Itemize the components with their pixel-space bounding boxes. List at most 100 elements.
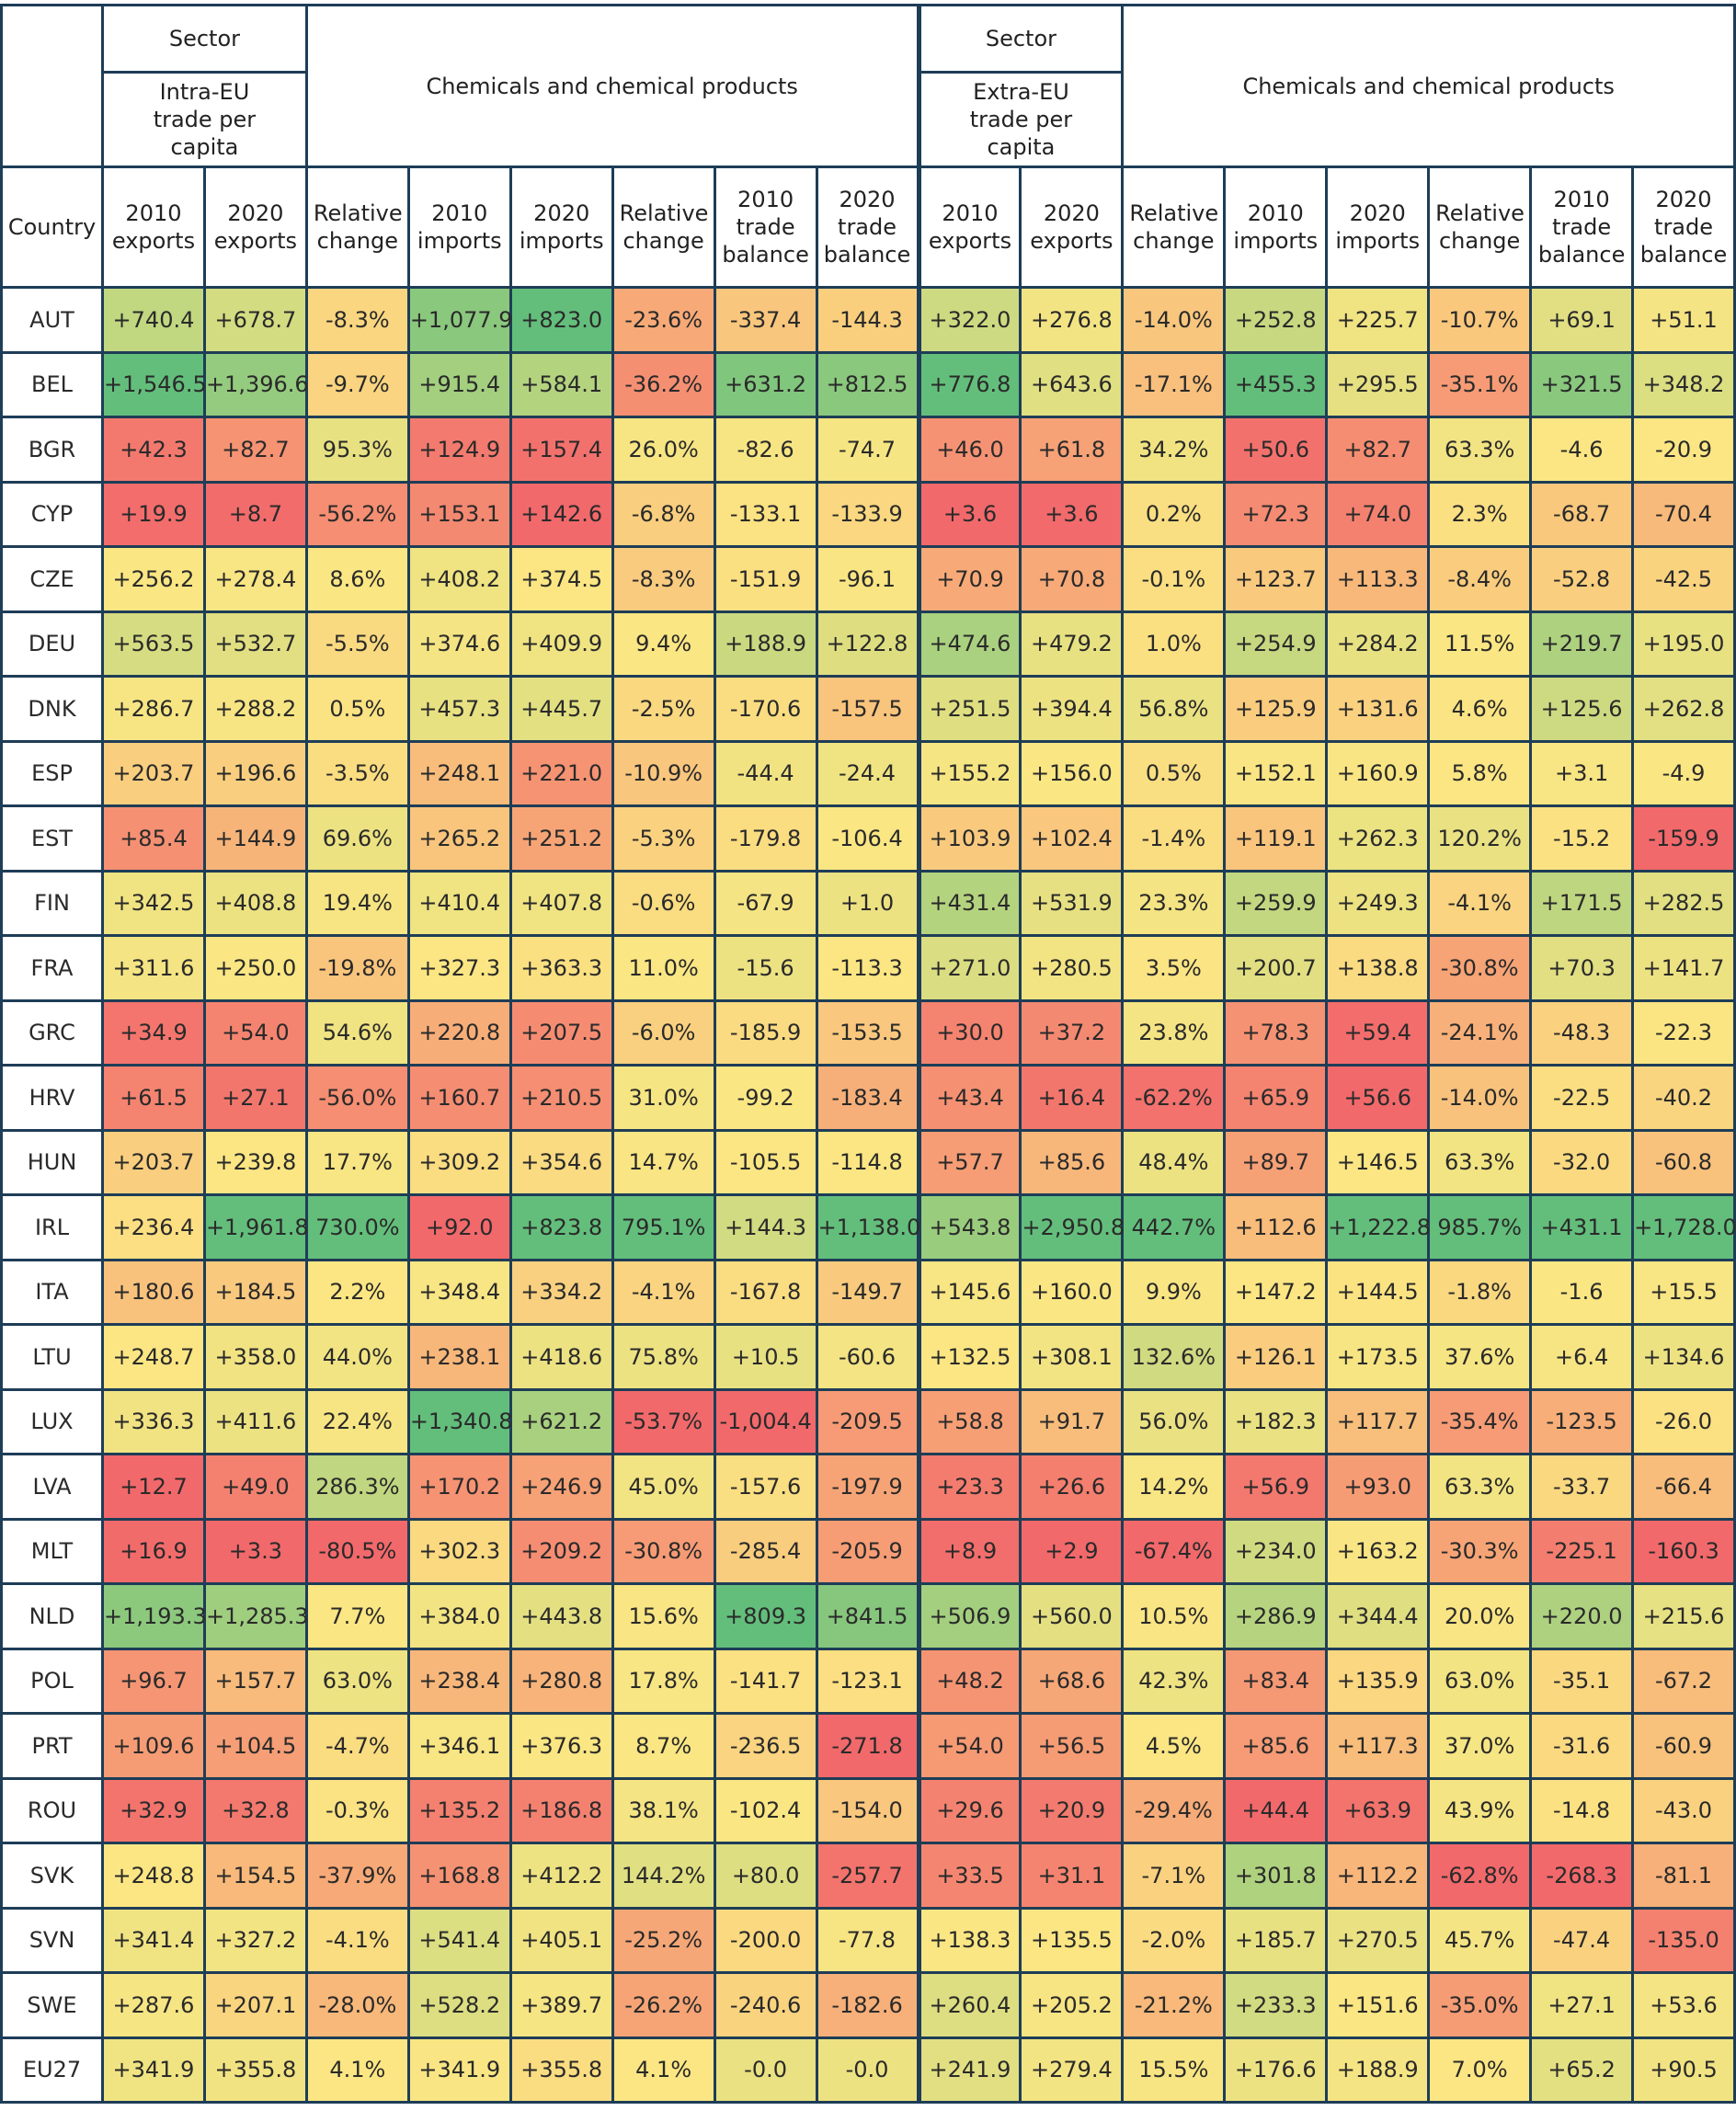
value-cell: -1.6 (1529, 1258, 1635, 1326)
table-row: BGR +42.3 +82.7 95.3% +124.9 +157.4 26.0% -82.6… (0, 416, 1736, 484)
extra-eu-label: Extra-EU trade per capita (916, 71, 1125, 168)
value-cell: -37.9% (304, 1842, 410, 1910)
table-row: EST +85.4 +144.9 69.6% +265.2 +251.2 -5.3% -179… (0, 804, 1736, 873)
value-cell: +188.9 (713, 610, 818, 678)
value-cell: +132.5 (916, 1323, 1022, 1391)
value-cell: +563.5 (101, 610, 206, 678)
value-cell: +282.5 (1631, 869, 1736, 937)
value-cell: -24.4 (815, 739, 920, 807)
value-cell: +207.5 (508, 998, 614, 1067)
value-cell: +85.4 (101, 804, 206, 873)
value-cell: -35.0% (1427, 1971, 1533, 2039)
value-cell: -14.0% (1121, 286, 1227, 354)
value-cell: +104.5 (202, 1712, 308, 1780)
value-cell: -25.2% (611, 1906, 716, 1974)
value-cell: +56.9 (1223, 1453, 1329, 1521)
value-cell: 442.7% (1121, 1193, 1227, 1261)
table-body: AUT +740.4 +678.7 -8.3% +1,077.9 +823.0 -23.6%… (0, 286, 1736, 2104)
value-cell: 22.4% (304, 1387, 410, 1455)
value-cell: +46.0 (916, 416, 1022, 484)
value-cell: 23.3% (1121, 869, 1227, 937)
value-cell: +443.8 (508, 1582, 614, 1650)
value-cell: -30.8% (611, 1517, 716, 1585)
table-row: GRC +34.9 +54.0 54.6% +220.8 +207.5 -6.0% -185.… (0, 998, 1736, 1067)
value-cell: -4.1% (1427, 869, 1533, 937)
value-cell: +239.8 (202, 1128, 308, 1196)
value-cell: -56.0% (304, 1064, 410, 1132)
value-cell: +138.3 (916, 1906, 1022, 1974)
value-cell: -60.6 (815, 1323, 920, 1391)
value-cell: +915.4 (406, 350, 512, 418)
value-cell: +560.0 (1019, 1582, 1125, 1650)
value-cell: +457.3 (406, 675, 512, 743)
value-cell: -62.2% (1121, 1064, 1227, 1132)
value-cell: -30.8% (1427, 934, 1533, 1002)
value-cell: +411.6 (202, 1387, 308, 1455)
value-cell: -8.3% (304, 286, 410, 354)
value-cell: +30.0 (916, 998, 1022, 1067)
value-cell: +376.3 (508, 1712, 614, 1780)
value-cell: +3.6 (1019, 480, 1125, 548)
country-cell: EU27 (0, 2036, 104, 2104)
value-cell: -5.5% (304, 610, 410, 678)
value-cell: +278.4 (202, 545, 308, 613)
value-cell: 34.2% (1121, 416, 1227, 484)
value-cell: 985.7% (1427, 1193, 1533, 1261)
value-cell: +336.3 (101, 1387, 206, 1455)
value-cell: -62.8% (1427, 1842, 1533, 1910)
value-cell: +259.9 (1223, 869, 1329, 937)
value-cell: -8.4% (1427, 545, 1533, 613)
value-cell: 11.5% (1427, 610, 1533, 678)
value-cell: +288.2 (202, 675, 308, 743)
value-cell: +33.5 (916, 1842, 1022, 1910)
value-cell: 56.8% (1121, 675, 1227, 743)
value-cell: +91.7 (1019, 1387, 1125, 1455)
value-cell: +1,138.0 (815, 1193, 920, 1261)
value-cell: +26.6 (1019, 1453, 1125, 1521)
value-cell: 23.8% (1121, 998, 1227, 1067)
value-cell: -99.2 (713, 1064, 818, 1132)
value-cell: +812.5 (815, 350, 920, 418)
value-cell: 63.3% (1427, 1453, 1533, 1521)
value-cell: +54.0 (202, 998, 308, 1067)
value-cell: +113.3 (1325, 545, 1431, 613)
value-cell: 95.3% (304, 416, 410, 484)
value-cell: +160.7 (406, 1064, 512, 1132)
value-cell: 69.6% (304, 804, 410, 873)
product-label-extra: Chemicals and chemical products (1121, 4, 1736, 168)
value-cell: 730.0% (304, 1193, 410, 1261)
value-cell: +1,285.3 (202, 1582, 309, 1650)
value-cell: +29.6 (916, 1776, 1022, 1844)
value-cell: +408.2 (406, 545, 512, 613)
value-cell: +631.2 (713, 350, 818, 418)
value-cell: +287.6 (101, 1971, 206, 2039)
value-cell: +157.4 (508, 416, 614, 484)
value-cell: +584.1 (508, 350, 614, 418)
table-row: SVK +248.8 +154.5 -37.9% +168.8 +412.2 144.2% +… (0, 1842, 1736, 1910)
value-cell: -5.3% (611, 804, 716, 873)
value-cell: 26.0% (611, 416, 716, 484)
value-cell: +12.7 (101, 1453, 206, 1521)
value-cell: +643.6 (1019, 350, 1125, 418)
value-cell: -160.3 (1631, 1517, 1736, 1585)
value-cell: +23.3 (916, 1453, 1022, 1521)
value-cell: -36.2% (611, 350, 716, 418)
value-cell: +10.5 (713, 1323, 818, 1391)
value-cell: +163.2 (1325, 1517, 1431, 1585)
value-cell: +354.6 (508, 1128, 614, 1196)
value-cell: -70.4 (1631, 480, 1736, 548)
value-cell: +234.0 (1223, 1517, 1329, 1585)
value-cell: -77.8 (815, 1906, 920, 1974)
value-cell: +92.0 (406, 1193, 512, 1261)
column-header: 2010 exports (916, 165, 1022, 289)
value-cell: +408.8 (202, 869, 308, 937)
value-cell: 44.0% (304, 1323, 410, 1391)
value-cell: -82.6 (713, 416, 818, 484)
value-cell: 0.2% (1121, 480, 1227, 548)
value-cell: -19.8% (304, 934, 410, 1002)
value-cell: +233.3 (1223, 1971, 1329, 2039)
value-cell: +248.7 (101, 1323, 206, 1391)
value-cell: +409.9 (508, 610, 614, 678)
value-cell: +43.4 (916, 1064, 1022, 1132)
extra-eu-text: Extra-EU trade per capita (969, 79, 1073, 160)
